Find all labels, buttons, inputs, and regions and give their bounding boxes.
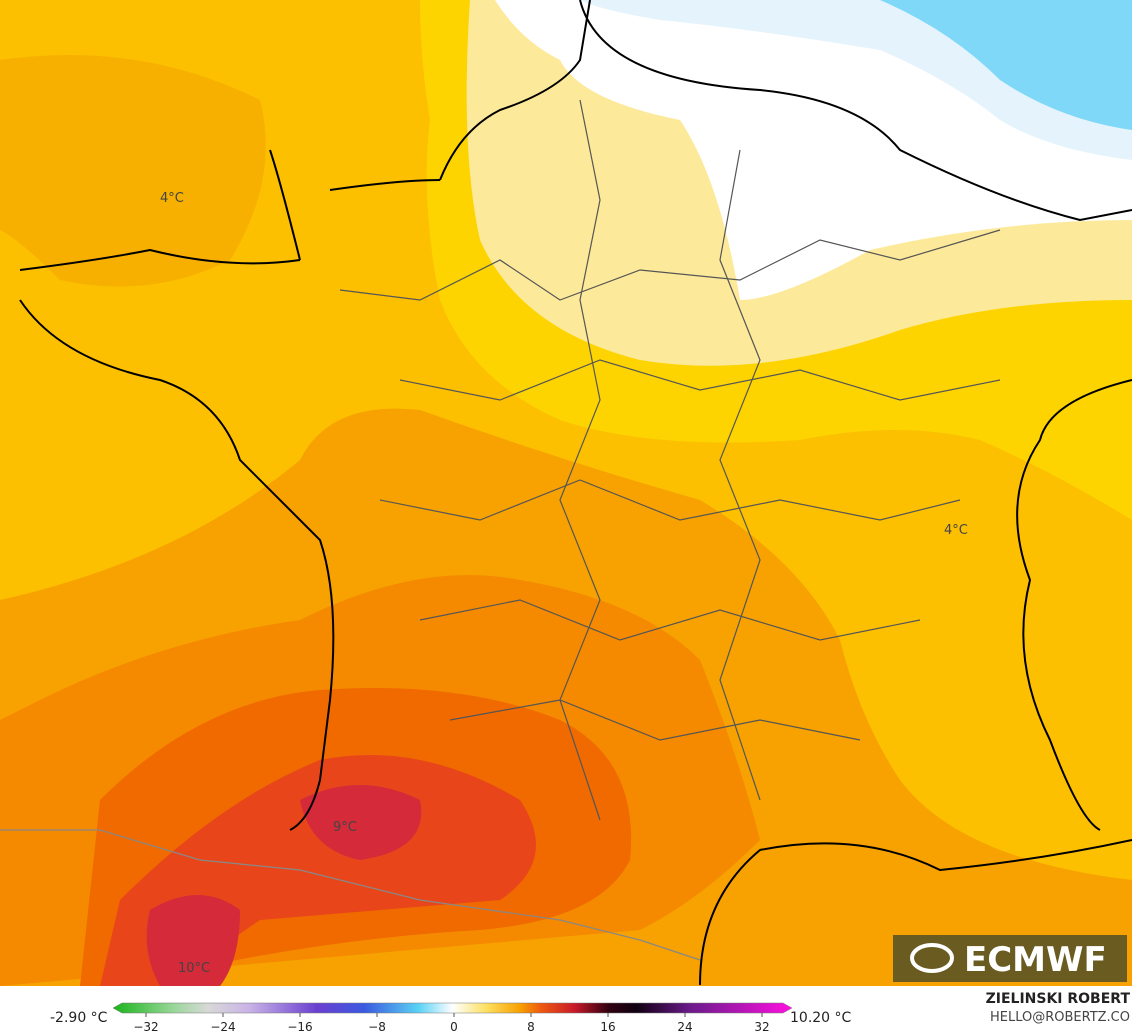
colorbar-tick-label: 8 — [527, 1020, 535, 1034]
colorbar-tick-label: −32 — [133, 1020, 158, 1034]
logo-box — [893, 935, 1127, 982]
colorbar-tick-label: 16 — [600, 1020, 615, 1034]
temperature-field — [0, 0, 1132, 986]
contour-label: 4°C — [160, 191, 184, 206]
colorbar-min: -2.90 °C — [50, 1010, 108, 1026]
colorbar: -2.90 °C 10.20 °C −32 −24 −16 −8 0 8 16 24 32 — [50, 1002, 852, 1034]
colorbar-tick-label: −8 — [368, 1020, 386, 1034]
borders — [0, 99, 1001, 961]
credit-author: ZIELINSKI ROBERT — [986, 991, 1131, 1007]
contour-label: 9°C — [333, 820, 357, 835]
colorbar-tick-label: −16 — [287, 1020, 312, 1034]
logo: ECMWF — [893, 935, 1127, 982]
colorbar-max: 10.20 °C — [790, 1010, 852, 1026]
colorbar-ramp — [112, 1002, 793, 1014]
colorbar-tick-label: 32 — [754, 1020, 769, 1034]
colorbar-tick-label: 0 — [450, 1020, 458, 1034]
logo-text: ECMWF — [964, 940, 1107, 980]
colorbar-tick-label: −24 — [210, 1020, 235, 1034]
contour-labels: 4°C 4°C 9°C 10°C — [160, 191, 968, 976]
contour-label: 4°C — [944, 523, 968, 538]
logo-icon — [910, 943, 954, 973]
colorbar-tick-label: 24 — [677, 1020, 692, 1034]
coastline — [19, 0, 1132, 986]
credit-contact: HELLO@ROBERTZ.CO — [990, 1010, 1130, 1025]
contour-label: 10°C — [178, 961, 210, 976]
